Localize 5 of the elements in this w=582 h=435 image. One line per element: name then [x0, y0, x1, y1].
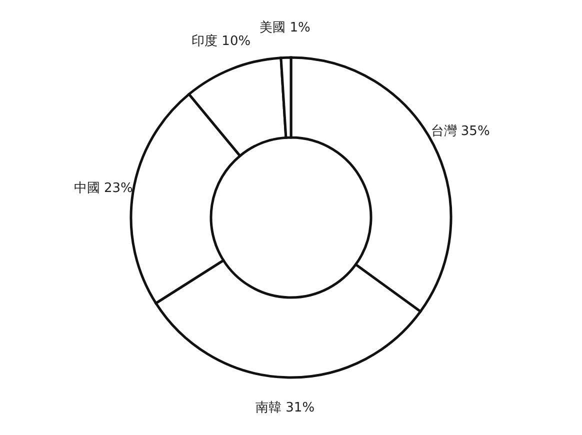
- slice-label: 中國 23%: [74, 180, 133, 196]
- slice-label: 印度 10%: [192, 32, 251, 49]
- slice-label: 台灣 35%: [430, 124, 490, 140]
- slice-label: 南韓 31%: [256, 400, 315, 416]
- slice-label: 美國 1%: [260, 20, 310, 36]
